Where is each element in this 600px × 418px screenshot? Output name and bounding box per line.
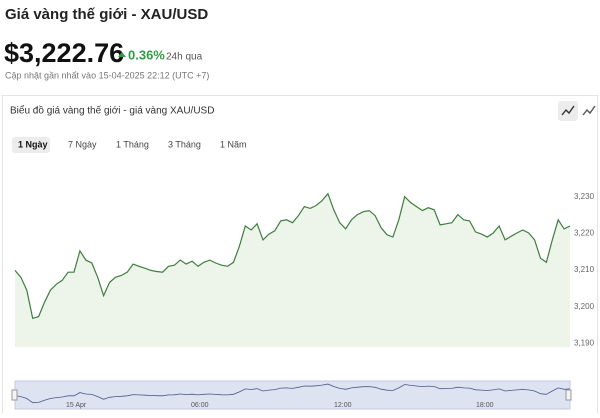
line-icon [561, 105, 575, 116]
up-arrow [118, 52, 126, 57]
price-line [14, 192, 571, 320]
navigator-label: 06:00 [191, 402, 209, 409]
line-chart-button[interactable] [558, 101, 578, 121]
updated: Cập nhật gần nhất vào 15-04-2025 22:12 (… [5, 70, 209, 80]
y-tick-label: 3,210 [574, 265, 595, 274]
navigator-label: 12:00 [334, 402, 352, 409]
tab[interactable]: 7 Ngày [68, 139, 97, 149]
tab[interactable]: 1 Năm [220, 139, 247, 149]
navigator-label: 18:00 [476, 402, 494, 409]
area [15, 193, 570, 347]
tab[interactable]: 1 Tháng [116, 139, 149, 149]
page-title: Giá vàng thế giới - XAU/USD [5, 6, 208, 23]
active-tab-bg [12, 137, 50, 153]
y-tick-label: 3,220 [574, 228, 595, 237]
area-chart-button[interactable] [582, 105, 596, 116]
y-tick-label: 3,230 [574, 192, 595, 201]
tab[interactable]: 1 Ngày [18, 139, 48, 149]
navigator-line [14, 383, 571, 404]
y-tick-label: 3,200 [574, 302, 595, 311]
tab[interactable]: 3 Tháng [168, 139, 201, 149]
navigator-handle[interactable] [11, 389, 18, 401]
price: $3,222.76 [4, 38, 124, 68]
navigator-handle[interactable] [565, 389, 572, 401]
navigator-label: 15 Apr [66, 402, 87, 409]
change-period: 24h qua [166, 52, 203, 63]
navigator [14, 380, 571, 410]
change: 0.36% [128, 47, 165, 62]
y-tick-label: 3,190 [574, 338, 595, 347]
panel-title: Biểu đồ giá vàng thế giới - giá vàng XAU… [10, 105, 214, 117]
